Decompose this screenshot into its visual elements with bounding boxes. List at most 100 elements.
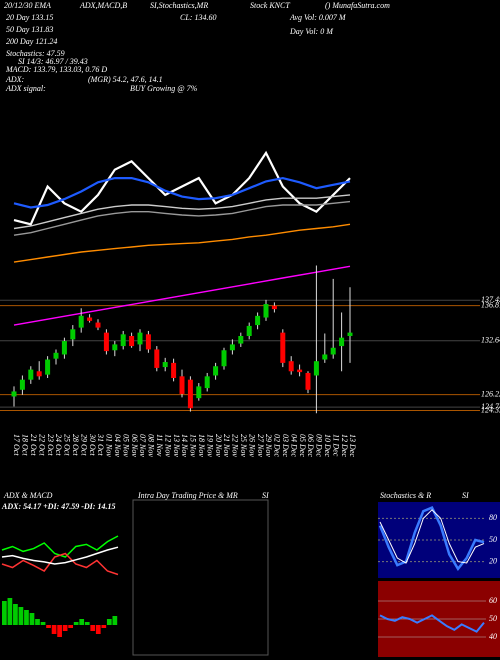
x-tick-label: 18 Oct (21, 434, 30, 456)
x-tick-label: 21 Nov (222, 434, 231, 457)
x-tick-label: 13 Dec (348, 434, 357, 457)
x-tick-label: 09 Dec (315, 434, 324, 457)
x-tick-label: 20 Nov (214, 434, 223, 457)
macd-bar (84, 622, 90, 625)
candle-body (36, 371, 42, 377)
macd-bar (106, 619, 112, 625)
y-tick-label: 124.33 (481, 405, 500, 414)
macd-bar (79, 619, 85, 625)
y-tick-label: 60 (489, 596, 497, 605)
candle-body (120, 334, 126, 347)
info-text: 200 Day 121.24 (6, 37, 57, 46)
panel-title: SI (262, 491, 269, 500)
candle-body (19, 379, 25, 390)
x-tick-label: 29 Oct (79, 434, 88, 456)
y-tick-label: 80 (489, 513, 497, 522)
info-text: SI 14/3: 46.97 / 39.43 (18, 57, 88, 66)
info-text: ADX signal: (5, 84, 46, 93)
candle-body (179, 376, 185, 394)
info-text: CL: 134.60 (180, 13, 216, 22)
macd-bar (13, 604, 18, 625)
x-tick-label: 28 Oct (71, 434, 80, 456)
x-tick-label: 29 Nov (264, 434, 273, 457)
candle-body (246, 325, 252, 336)
info-text: ADX: (5, 75, 25, 84)
x-tick-label: 05 Nov (121, 434, 130, 457)
panel-label: ADX: 54.17 +DI: 47.59 -DI: 14.15 (1, 502, 115, 511)
x-tick-label: 01 Nov (105, 434, 114, 457)
x-tick-label: 24 Oct (54, 434, 63, 456)
x-tick-label: 15 Nov (189, 434, 198, 457)
macd-bar (73, 622, 79, 625)
macd-bar (62, 625, 68, 631)
x-tick-label: 31 Oct (96, 433, 105, 456)
macd-bar (40, 622, 46, 625)
candle-body (221, 350, 227, 367)
x-tick-label: 03 Dec (281, 434, 290, 457)
macd-bar (24, 610, 29, 625)
x-tick-label: 23 Oct (46, 434, 55, 456)
adx-line (1, 552, 119, 576)
panel-title: SI (462, 491, 469, 500)
candle-body (313, 361, 319, 376)
candle-body (154, 349, 160, 368)
stoch-line (379, 509, 485, 564)
panel-title: Intra Day Trading Price & MR (137, 491, 238, 500)
x-tick-label: 27 Nov (256, 434, 265, 457)
info-text: Day Vol: 0 M (289, 27, 334, 36)
x-tick-label: 22 Nov (231, 434, 240, 457)
macd-bar (46, 625, 51, 628)
candle-body (187, 379, 193, 409)
candle-body (112, 344, 118, 351)
x-tick-label: 12 Dec (340, 434, 349, 457)
header-text: SI,Stochastics,MR (150, 1, 208, 10)
x-tick-label: 22 Oct (37, 434, 46, 456)
candle-body (229, 344, 235, 351)
candle-body (61, 341, 67, 355)
candle-body (322, 354, 328, 360)
stoch-line (378, 505, 485, 571)
x-tick-label: 06 Nov (130, 434, 139, 457)
candle-body (297, 369, 303, 373)
intraday-box (132, 499, 269, 656)
info-text: 50 Day 131.83 (6, 25, 53, 34)
info-text: BUY Growing @ 7% (130, 84, 198, 93)
candle-body (196, 386, 202, 399)
candle-body (288, 361, 294, 372)
x-tick-label: 25 Nov (239, 434, 248, 457)
info-text: (MGR) 54.2, 47.6, 14.1 (88, 75, 163, 84)
candle-body (271, 305, 277, 310)
x-tick-label: 26 Nov (247, 434, 256, 457)
y-tick-label: 20 (489, 556, 497, 565)
x-tick-label: 14 Nov (180, 434, 189, 457)
x-tick-label: 18 Nov (197, 434, 206, 457)
macd-bar (7, 598, 13, 625)
candle-body (255, 315, 261, 326)
candle-body (137, 332, 143, 345)
candle-body (238, 336, 244, 344)
y-tick-label: 126.22 (481, 389, 500, 398)
header-text: Stock KNCT (250, 1, 290, 10)
candle-body (204, 376, 210, 389)
candle-body (11, 391, 17, 397)
candle-body (53, 352, 59, 359)
info-text: MACD: 133.79, 133.03, 0.76 D (5, 65, 107, 74)
x-tick-label: 05 Dec (298, 434, 307, 457)
y-tick-label: 132.64 (481, 336, 500, 345)
candle-body (78, 315, 84, 328)
candle-body (280, 332, 286, 363)
indicator-line (13, 194, 351, 230)
candle-body (305, 372, 311, 390)
candle-body (213, 366, 219, 376)
x-tick-label: 04 Nov (113, 434, 122, 457)
y-tick-label: 136.81 (481, 301, 500, 310)
candle-body (263, 304, 269, 318)
x-tick-label: 04 Dec (289, 434, 298, 457)
x-tick-label: 11 Dec (331, 434, 340, 457)
x-tick-label: 30 Oct (88, 433, 97, 456)
y-tick-label: 50 (489, 614, 497, 623)
macd-bar (18, 607, 24, 625)
x-tick-label: 21 Oct (29, 434, 38, 456)
macd-bar (35, 619, 40, 625)
